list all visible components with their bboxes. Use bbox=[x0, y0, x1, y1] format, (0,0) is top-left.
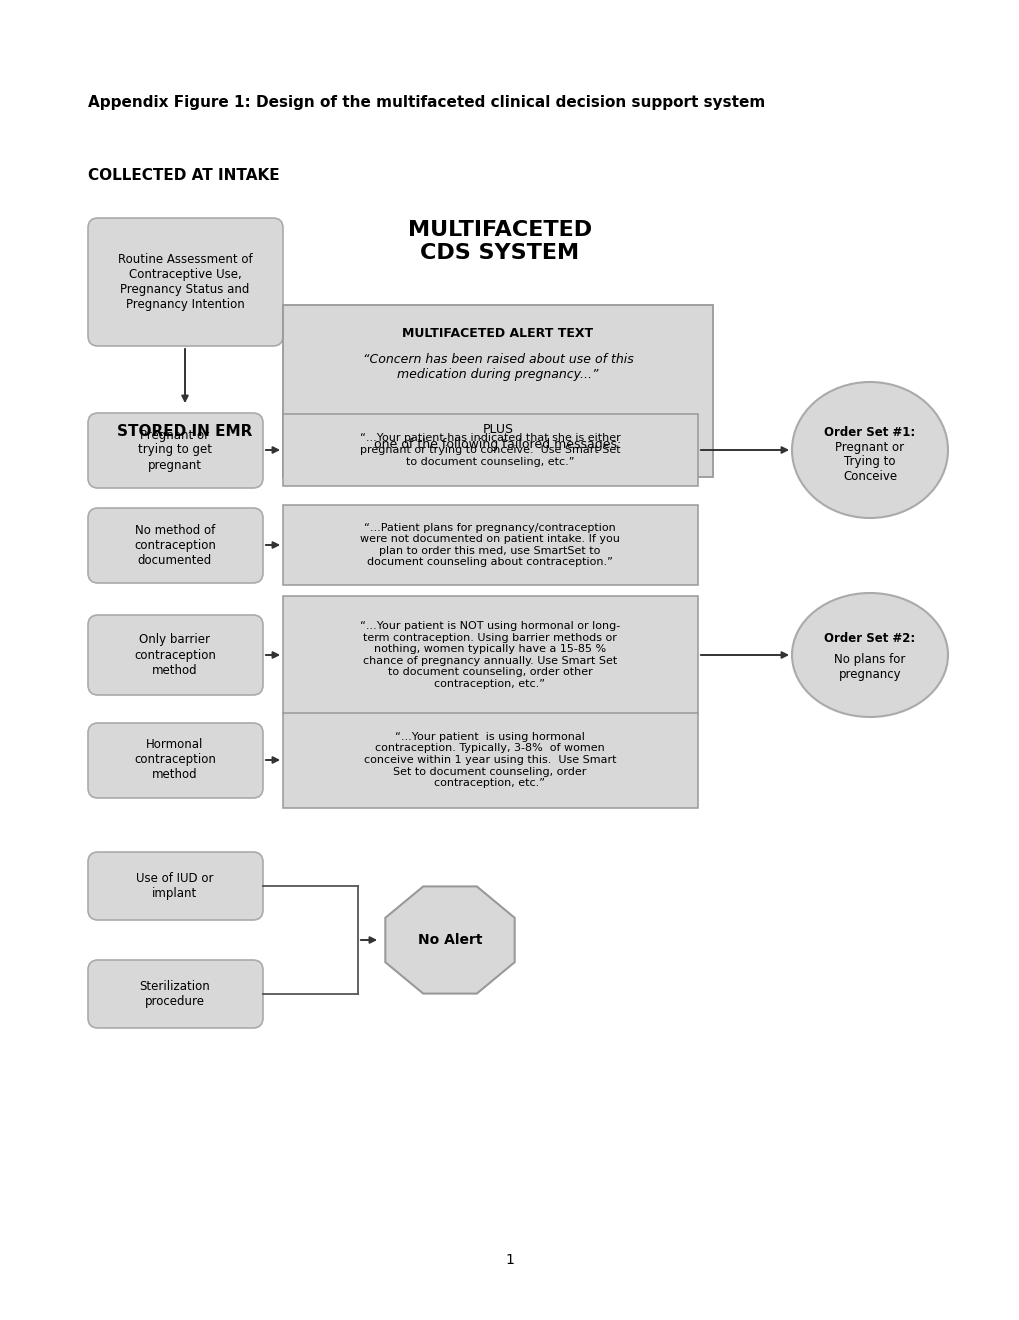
Text: Order Set #1:: Order Set #1: bbox=[823, 425, 915, 438]
FancyBboxPatch shape bbox=[88, 960, 263, 1028]
Text: Order Set #2:: Order Set #2: bbox=[823, 632, 915, 645]
Bar bbox=[282, 414, 697, 486]
Polygon shape bbox=[385, 887, 515, 994]
Text: 1: 1 bbox=[505, 1253, 514, 1267]
Bar bbox=[282, 713, 697, 808]
Text: Pregnant or
Trying to
Conceive: Pregnant or Trying to Conceive bbox=[835, 441, 904, 483]
Text: “...Your patient is NOT using hormonal or long-
term contraception. Using barrie: “...Your patient is NOT using hormonal o… bbox=[360, 620, 620, 689]
FancyBboxPatch shape bbox=[88, 508, 263, 583]
Text: Only barrier
contraception
method: Only barrier contraception method bbox=[133, 634, 216, 676]
Text: STORED IN EMR: STORED IN EMR bbox=[117, 424, 253, 440]
FancyBboxPatch shape bbox=[88, 851, 263, 920]
FancyBboxPatch shape bbox=[88, 615, 263, 696]
FancyBboxPatch shape bbox=[88, 723, 263, 799]
Text: Routine Assessment of
Contraceptive Use,
Pregnancy Status and
Pregnancy Intentio: Routine Assessment of Contraceptive Use,… bbox=[117, 253, 252, 312]
Text: Sterilization
procedure: Sterilization procedure bbox=[140, 979, 210, 1008]
FancyBboxPatch shape bbox=[88, 218, 282, 346]
Bar bbox=[282, 506, 697, 585]
Text: PLUS
one of the following tailored messages:: PLUS one of the following tailored messa… bbox=[374, 422, 621, 451]
Ellipse shape bbox=[791, 381, 947, 517]
Text: Appendix Figure 1: Design of the multifaceted clinical decision support system: Appendix Figure 1: Design of the multifa… bbox=[88, 95, 764, 110]
Bar bbox=[282, 597, 697, 714]
Bar bbox=[282, 305, 712, 477]
Text: “...Your patient  is using hormonal
contraception. Typically, 3-8%  of women
con: “...Your patient is using hormonal contr… bbox=[364, 731, 615, 788]
Text: Pregnant or
trying to get
pregnant: Pregnant or trying to get pregnant bbox=[138, 429, 212, 471]
Text: “Concern has been raised about use of this
medication during pregnancy...”: “Concern has been raised about use of th… bbox=[363, 352, 633, 381]
Text: No method of
contraception
documented: No method of contraception documented bbox=[133, 524, 216, 566]
Text: Use of IUD or
implant: Use of IUD or implant bbox=[137, 873, 214, 900]
Ellipse shape bbox=[791, 593, 947, 717]
Text: “...Your patient has indicated that she is either
pregnant or trying to conceive: “...Your patient has indicated that she … bbox=[360, 433, 620, 466]
Text: Hormonal
contraception
method: Hormonal contraception method bbox=[133, 738, 216, 781]
Text: No plans for
pregnancy: No plans for pregnancy bbox=[834, 653, 905, 681]
Text: No Alert: No Alert bbox=[418, 933, 482, 946]
Text: “...Patient plans for pregnancy/contraception
were not documented on patient int: “...Patient plans for pregnancy/contrace… bbox=[360, 523, 620, 568]
FancyBboxPatch shape bbox=[88, 413, 263, 488]
Text: MULTIFACETED
CDS SYSTEM: MULTIFACETED CDS SYSTEM bbox=[408, 220, 591, 263]
Text: COLLECTED AT INTAKE: COLLECTED AT INTAKE bbox=[88, 168, 279, 183]
Text: MULTIFACETED ALERT TEXT: MULTIFACETED ALERT TEXT bbox=[403, 327, 593, 341]
